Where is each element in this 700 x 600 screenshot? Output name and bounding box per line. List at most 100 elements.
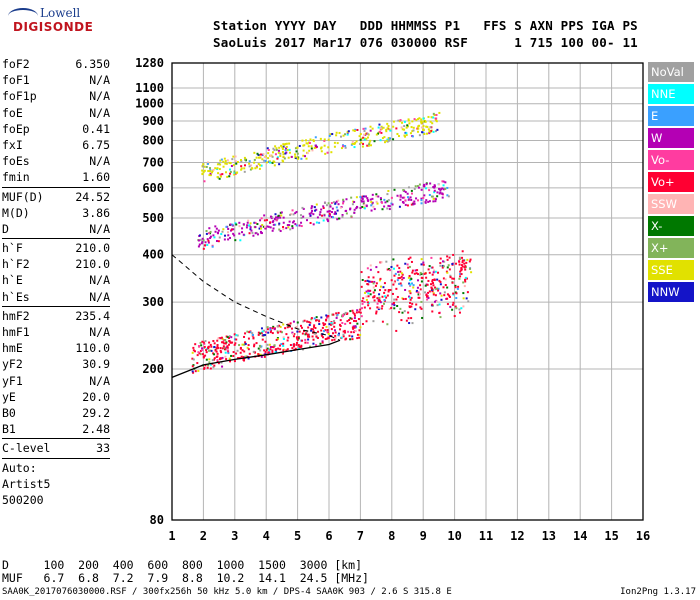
echo-dot [369,139,372,142]
param-name: hmF1 [2,325,30,339]
echo-dot [432,200,435,203]
echo-dot [249,226,252,229]
echo-dot [380,307,383,310]
echo-dot [420,280,423,283]
echo-dot [285,145,288,148]
echo-dot [392,302,395,305]
echo-dot [420,202,423,205]
echo-dot [279,211,282,214]
echo-dot [294,212,297,215]
echo-dot [298,330,301,333]
echo-dot [435,287,438,290]
echo-dot [206,366,209,369]
echo-dot [295,336,298,339]
echo-dot [431,266,434,269]
echo-dot [430,288,433,291]
echo-dot [393,274,396,277]
echo-dot [364,127,367,130]
echo-dot [386,268,389,271]
echo-dot [345,198,348,201]
echo-dot [455,307,458,310]
echo-dot [278,146,281,149]
echo-dot [403,125,406,128]
echo-dot [358,135,361,138]
echo-dot [321,336,324,339]
echo-dot [204,340,207,343]
echo-dot [330,211,333,214]
echo-dot [230,354,233,357]
echo-dot [221,347,224,350]
echo-dot [417,118,420,121]
param-value: N/A [89,105,110,120]
echo-dot [417,127,420,130]
echo-dot [302,144,305,147]
echo-dot [345,212,348,215]
echo-dot [459,272,462,275]
echo-dot [265,161,268,164]
echo-dot [335,200,338,203]
echo-dot [311,149,314,152]
echo-dot [247,344,250,347]
echo-dot [365,295,368,298]
echo-dot [214,225,217,228]
echo-dot [422,261,425,264]
echo-dot [407,276,410,279]
echo-dot [335,206,338,209]
echo-dot [427,200,430,203]
echo-dot [260,227,263,230]
echo-dot [207,364,210,367]
echo-dot [250,164,253,167]
echo-dot [274,223,277,226]
echo-dot [331,313,334,316]
echo-dot [310,147,313,150]
echo-dot [209,367,212,370]
echo-dot [288,142,291,145]
echo-dot [224,338,227,341]
echo-dot [236,161,239,164]
echo-dot [226,336,229,339]
echo-dot [296,338,299,341]
echo-dot [402,298,405,301]
echo-dot [279,152,282,155]
echo-dot [197,351,200,354]
echo-dot [344,145,347,148]
echo-dot [224,160,227,163]
echo-dot [254,226,257,229]
echo-dot [273,217,276,220]
echo-dot [223,157,226,160]
echo-dot [228,340,231,343]
echo-dot [422,117,425,120]
echo-dot [361,195,364,198]
echo-dot [384,295,387,298]
echo-dot [398,311,401,314]
echo-dot [419,271,422,274]
echo-dot [305,332,308,335]
echo-dot [294,153,297,156]
echo-dot [281,148,284,151]
echo-dot [257,347,260,350]
echo-dot [198,352,201,355]
echo-dot [192,364,195,367]
echo-dot [403,196,406,199]
y-tick-label: 200 [142,362,164,376]
echo-dot [439,189,442,192]
echo-dot [360,199,363,202]
echo-dot [432,116,435,119]
echo-dot [392,258,395,261]
echo-dot [329,205,332,208]
echo-dot [223,339,226,342]
echo-dot [248,232,251,235]
echo-dot [267,152,270,155]
echo-dot [272,219,275,222]
x-tick-label: 9 [420,529,427,543]
echo-dot [294,147,297,150]
echo-dot [389,288,392,291]
echo-dot [337,199,340,202]
echo-dot [426,125,429,128]
echo-dot [271,151,274,154]
echo-dot [212,366,215,369]
echo-dot [387,290,390,293]
echo-dot [205,230,208,233]
echo-dot [257,153,260,156]
echo-dot [203,366,206,369]
